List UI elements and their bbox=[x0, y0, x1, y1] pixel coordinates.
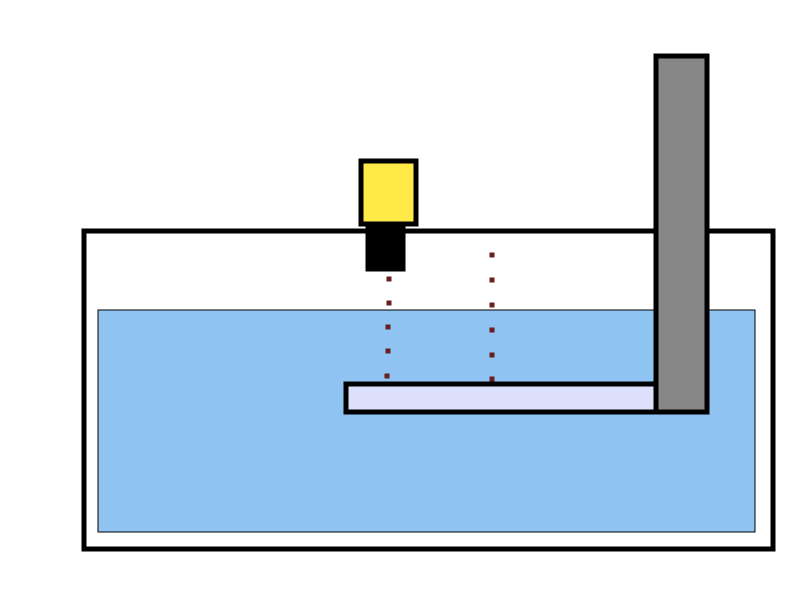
beam-left bbox=[384, 276, 392, 379]
beam-dot bbox=[385, 324, 391, 330]
beam-dot bbox=[386, 300, 392, 306]
beam-dot bbox=[489, 302, 495, 308]
sensor-head bbox=[358, 158, 419, 227]
beam-dot bbox=[384, 373, 390, 379]
beam-dot bbox=[489, 352, 495, 358]
beam-dot bbox=[489, 376, 495, 382]
beam-dot bbox=[385, 348, 391, 354]
liquid bbox=[97, 309, 756, 533]
beam-dot bbox=[489, 277, 495, 283]
sensor bbox=[358, 158, 419, 272]
beam-dot bbox=[489, 252, 495, 258]
beam-dot bbox=[386, 276, 392, 282]
platform bbox=[343, 381, 661, 415]
sensor-body bbox=[365, 222, 406, 272]
beam-right bbox=[489, 252, 495, 382]
beam-dot bbox=[489, 327, 495, 333]
support-arm bbox=[653, 53, 710, 415]
